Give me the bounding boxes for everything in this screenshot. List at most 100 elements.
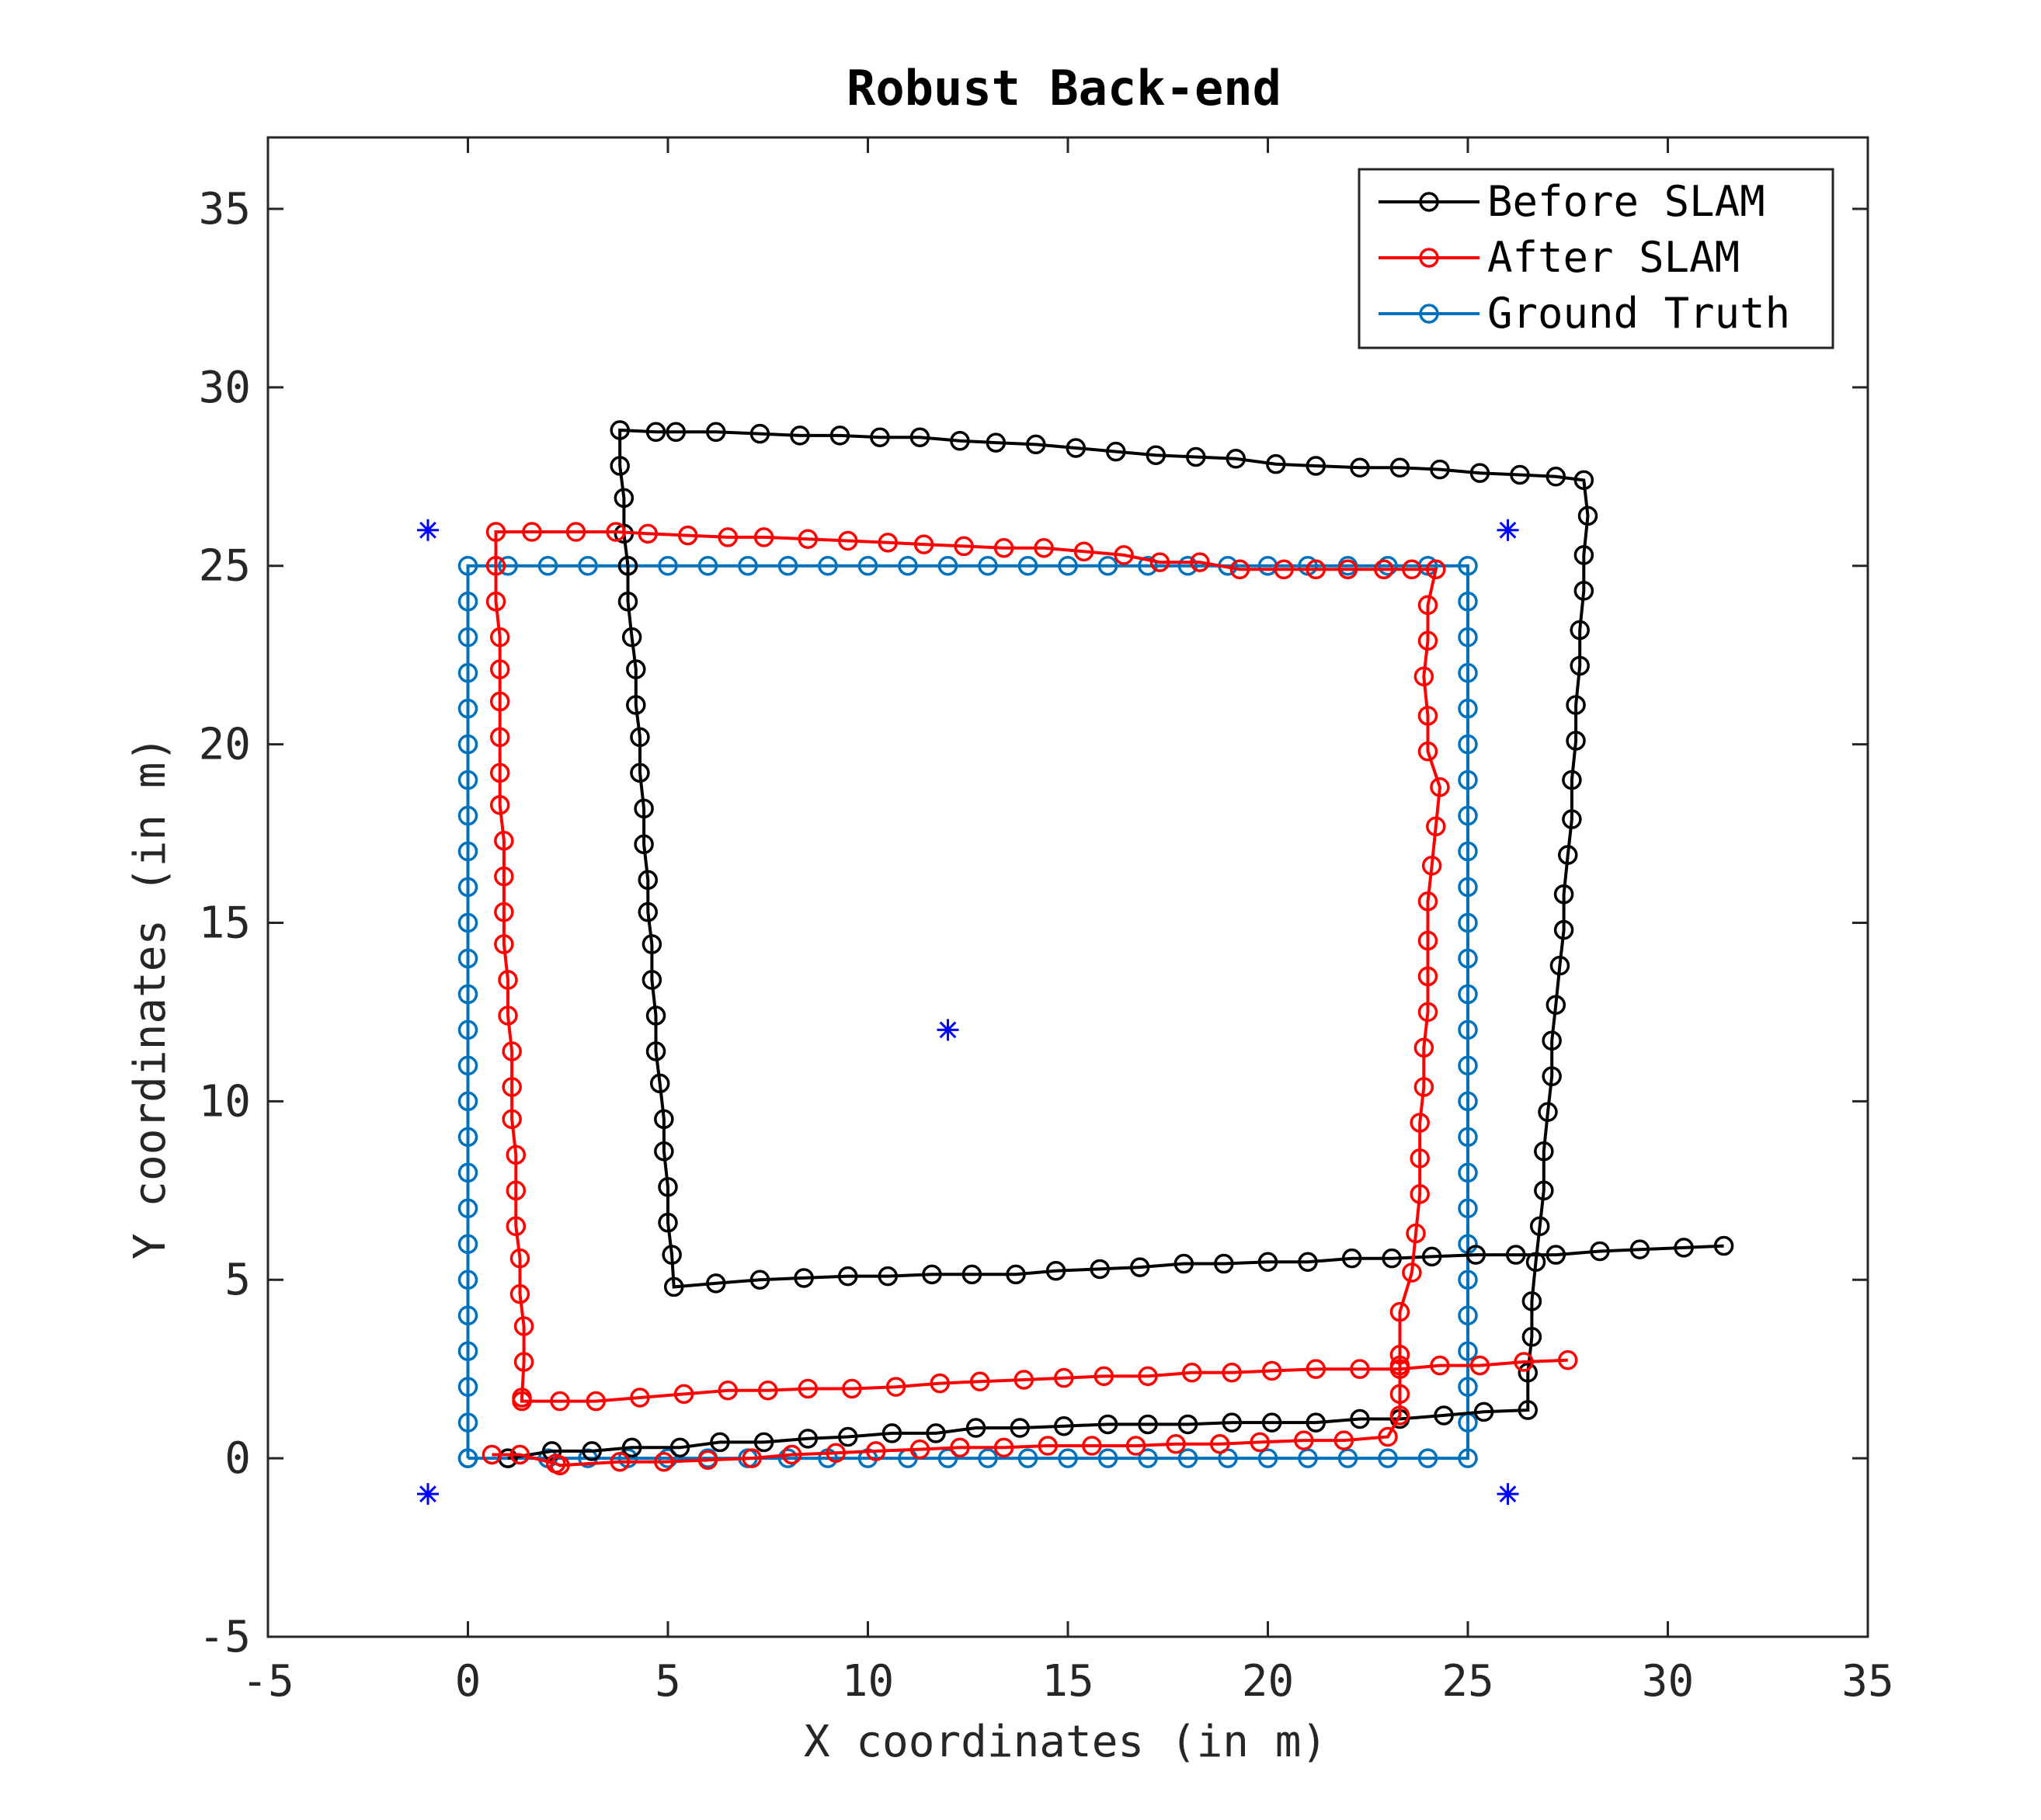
- data-point-marker: [1546, 995, 1566, 1015]
- data-point-marker: [1458, 1127, 1478, 1148]
- data-point-marker: [1458, 591, 1478, 612]
- data-point-marker: [1413, 1077, 1434, 1097]
- data-point-marker: [489, 762, 510, 783]
- data-point-marker: [706, 1273, 726, 1294]
- data-point-marker: [485, 555, 506, 576]
- data-point-marker: [1426, 816, 1446, 837]
- data-point-marker: [1177, 555, 1198, 576]
- data-point-marker: [494, 934, 514, 954]
- data-point-marker: [457, 734, 478, 755]
- data-point-marker: [1054, 1367, 1074, 1388]
- x-axis-label: X coordinates (in m): [804, 1717, 1327, 1767]
- data-point-marker: [1590, 1241, 1610, 1262]
- data-point-marker: [457, 1305, 478, 1325]
- legend-entry: Before SLAM: [1379, 177, 1765, 226]
- landmark-asterisk: [1497, 519, 1519, 541]
- series-before-slam: [498, 420, 1734, 1468]
- data-point-marker: [498, 555, 518, 576]
- data-point-marker: [1570, 655, 1590, 676]
- data-point-marker: [1337, 1448, 1358, 1468]
- data-point-marker: [1350, 1408, 1370, 1429]
- data-point-marker: [586, 1391, 607, 1412]
- data-point-marker: [1333, 1430, 1354, 1450]
- data-point-marker: [457, 698, 478, 719]
- data-point-marker: [485, 522, 506, 542]
- data-point-marker: [1458, 734, 1478, 755]
- data-point-marker: [1006, 1264, 1026, 1285]
- landmark-asterisk: [937, 1019, 959, 1041]
- data-point-marker: [457, 984, 478, 1005]
- data-point-marker: [913, 534, 934, 554]
- data-point-marker: [610, 420, 630, 440]
- legend-marker: [1419, 248, 1439, 268]
- data-point-marker: [1458, 841, 1478, 862]
- data-point-marker: [1458, 984, 1478, 1005]
- data-point-marker: [838, 1426, 858, 1447]
- data-point-marker: [969, 1371, 990, 1392]
- data-point-marker: [457, 1162, 478, 1183]
- legend-label: After SLAM: [1487, 233, 1740, 282]
- series-ground-truth: [457, 555, 1478, 1468]
- data-point-marker: [1222, 1412, 1242, 1433]
- data-point-marker: [1402, 1263, 1422, 1283]
- data-point-marker: [1190, 552, 1210, 572]
- data-point-marker: [718, 1381, 738, 1401]
- legend-marker: [1419, 304, 1439, 324]
- data-point-marker: [937, 1448, 958, 1468]
- data-point-marker: [1389, 1384, 1410, 1405]
- data-point-marker: [512, 1391, 532, 1412]
- data-point-marker: [1674, 1238, 1694, 1258]
- landmark-layer: [417, 519, 1519, 1506]
- data-point-marker: [753, 527, 774, 547]
- data-point-marker: [954, 536, 974, 557]
- data-point-marker: [1553, 884, 1574, 905]
- data-point-marker: [457, 877, 478, 898]
- y-tick-label: 0: [224, 1433, 251, 1484]
- data-point-marker: [1106, 441, 1126, 462]
- data-point-marker: [1186, 446, 1206, 467]
- data-point-marker: [1469, 1355, 1490, 1376]
- data-point-marker: [826, 1443, 847, 1463]
- data-point-marker: [1413, 666, 1434, 686]
- data-point-marker: [798, 1378, 818, 1399]
- data-point-marker: [638, 870, 658, 891]
- data-point-marker: [1298, 1252, 1318, 1272]
- data-point-marker: [738, 555, 758, 576]
- data-point-marker: [606, 522, 626, 542]
- data-point-marker: [706, 422, 726, 443]
- data-point-marker: [1125, 1436, 1146, 1456]
- data-point-marker: [1298, 1448, 1318, 1468]
- data-point-marker: [1294, 1430, 1314, 1450]
- data-point-marker: [489, 691, 510, 712]
- x-tick-label: 25: [1441, 1656, 1493, 1707]
- data-point-marker: [1458, 1091, 1478, 1112]
- data-point-marker: [697, 555, 718, 576]
- data-point-marker: [638, 901, 658, 922]
- data-point-marker: [654, 1109, 674, 1130]
- data-point-marker: [1389, 1359, 1410, 1379]
- y-tick-label: 10: [199, 1076, 251, 1127]
- data-point-marker: [1577, 505, 1598, 526]
- data-point-marker: [678, 525, 698, 546]
- data-point-marker: [1629, 1239, 1650, 1259]
- data-point-marker: [550, 1455, 570, 1476]
- data-point-marker: [1274, 559, 1294, 580]
- data-point-marker: [1306, 1359, 1326, 1379]
- data-point-marker: [1177, 1448, 1198, 1468]
- data-point-marker: [1337, 559, 1358, 580]
- data-point-marker: [1138, 1366, 1158, 1387]
- data-point-marker: [742, 1448, 762, 1468]
- legend-entry: Ground Truth: [1379, 289, 1790, 338]
- data-point-marker: [1378, 555, 1398, 576]
- data-point-marker: [457, 841, 478, 862]
- data-point-marker: [961, 1264, 982, 1285]
- data-point-marker: [649, 1073, 670, 1094]
- data-point-marker: [838, 530, 858, 551]
- data-point-marker: [1214, 1253, 1234, 1274]
- data-point-marker: [1097, 1414, 1118, 1435]
- data-point-marker: [798, 1429, 818, 1449]
- chart-title: Robust Back-end: [847, 60, 1281, 116]
- data-point-marker: [1034, 537, 1054, 558]
- y-tick-label: 5: [224, 1255, 251, 1305]
- data-point-marker: [642, 970, 662, 990]
